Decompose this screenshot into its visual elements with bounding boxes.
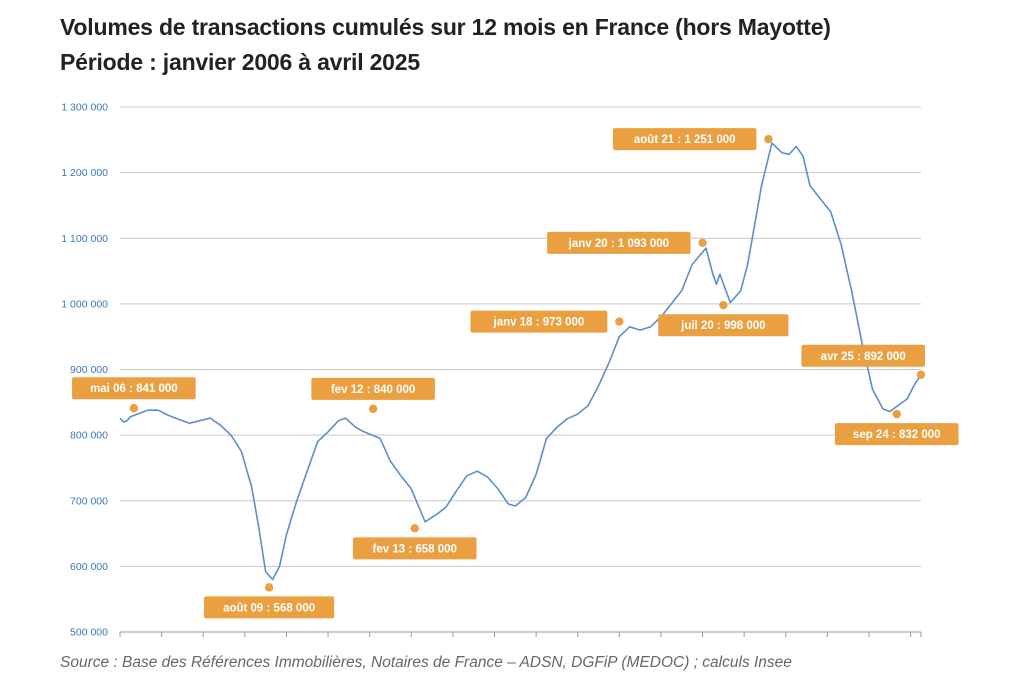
annotation-marker [892, 409, 901, 419]
annotation-label: fev 12 : 840 000 [331, 384, 415, 396]
annotation-box [204, 596, 335, 619]
annotation-marker [698, 238, 707, 248]
annotation-box [547, 231, 691, 254]
annotation-marker [410, 524, 419, 533]
y-tick-label: 1 300 000 [61, 102, 108, 114]
annotation-box [801, 344, 925, 367]
series-line [119, 142, 922, 581]
annotation: août 21 : 1 251 000 [613, 128, 773, 151]
annotation: janv 20 : 1 093 000 [547, 231, 707, 254]
annotation-label: avr 25 : 892 000 [821, 351, 906, 363]
grid-lines [120, 106, 921, 633]
chart-title: Volumes de transactions cumulés sur 12 m… [60, 14, 831, 40]
annotation: fev 13 : 658 000 [352, 524, 477, 560]
chart-subtitle: Période : janvier 2006 à avril 2025 [60, 49, 420, 75]
annotation-label: mai 06 : 841 000 [90, 383, 178, 395]
y-tick-label: 900 000 [70, 364, 108, 376]
y-axis-ticks: 500 000 600 000 700 000 800 000 900 000 1 000… [61, 102, 108, 639]
annotation-label: janv 18 : 973 000 [493, 317, 585, 329]
annotation: juil 20 : 998 000 [658, 300, 789, 337]
annotation-label: janv 20 : 1 093 000 [568, 238, 669, 250]
annotation-marker [764, 134, 773, 144]
source-note: Source : Base des Références Immobilière… [60, 654, 792, 671]
y-tick-label: 1 100 000 [61, 233, 108, 245]
annotation-box [72, 377, 196, 400]
x-axis [119, 632, 922, 637]
annotation: janv 18 : 973 000 [470, 310, 624, 333]
annotation-label: fev 13 : 658 000 [373, 543, 457, 555]
y-tick-label: 1 200 000 [61, 167, 108, 179]
annotation-marker [719, 300, 728, 310]
y-tick-label: 800 000 [70, 430, 108, 442]
annotation-marker [129, 404, 139, 413]
annotation-label: août 09 : 568 000 [223, 602, 315, 614]
annotation-box [352, 537, 477, 560]
annotation-label: juil 20 : 998 000 [680, 320, 765, 332]
annotation-marker [615, 317, 624, 326]
annotation-box [658, 314, 789, 337]
annotation-box [834, 423, 959, 446]
annotation: mai 06 : 841 000 [72, 377, 196, 413]
y-tick-label: 500 000 [70, 627, 108, 639]
annotation: avr 25 : 892 000 [801, 344, 926, 379]
annotation-box [613, 128, 757, 151]
annotation-label: sep 24 : 832 000 [853, 429, 941, 441]
annotation-box [311, 377, 435, 400]
annotation-marker [368, 404, 378, 414]
annotation: sep 24 : 832 000 [834, 409, 959, 446]
y-tick-label: 600 000 [70, 561, 108, 573]
annotation-label: août 21 : 1 251 000 [634, 134, 736, 146]
annotation: août 09 : 568 000 [204, 583, 335, 619]
annotation-box [470, 310, 608, 333]
y-tick-label: 700 000 [70, 495, 108, 507]
annotation-marker [264, 583, 274, 592]
series-line-layer [119, 142, 922, 581]
annotation: fev 12 : 840 000 [311, 377, 435, 414]
y-tick-label: 1 000 000 [61, 298, 108, 310]
annotation-marker [916, 370, 926, 379]
annotations: mai 06 : 841 000 août 09 : 568 000 fev 12 … [72, 128, 959, 619]
